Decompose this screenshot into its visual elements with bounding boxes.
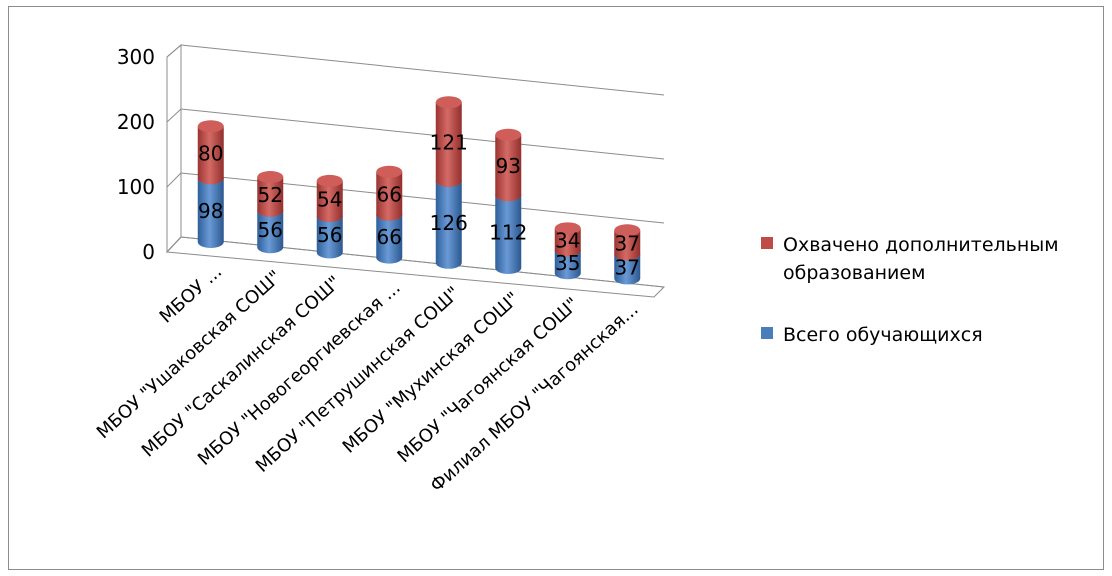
data-label-blue: 66 (377, 225, 402, 249)
bar-blue-4-body (435, 180, 462, 269)
legend-label: Всего обучающихся (783, 324, 983, 346)
bar-red-0 (197, 120, 224, 185)
chart-frame: 0 100 200 300 98 80 56 52 56 54 66 66 126 121 112 93 35… (8, 6, 1104, 570)
bar-red-2-cap (316, 174, 343, 187)
bar-red-7-body (614, 230, 641, 261)
bar-blue-2-body (316, 216, 343, 259)
bar-red-0-cap (197, 120, 224, 133)
data-label-blue: 56 (317, 223, 342, 247)
gridline-200 (180, 108, 665, 160)
bar-red-1-cap (257, 171, 284, 183)
gridline-side-200 (166, 108, 182, 123)
bar-red-1 (257, 171, 284, 217)
legend-label: образованием (783, 262, 925, 284)
stacked-bar-chart-3d: 0 100 200 300 98 80 56 52 56 54 66 66 126 121 112 93 35… (93, 43, 1059, 496)
bar-red-0-body (197, 126, 224, 185)
data-label-blue: 112 (489, 221, 527, 245)
data-label-blue: 126 (430, 211, 468, 235)
legend-entry-0: Охвачено дополнительным образованием (761, 234, 1059, 284)
y-tick-label: 200 (117, 110, 155, 134)
bar-blue-3-body (376, 214, 403, 264)
bar-red-3 (376, 165, 403, 221)
bar-red-4 (435, 96, 462, 187)
y-tick-label: 100 (117, 175, 155, 199)
legend: Охвачено дополнительным образованием Всего… (761, 234, 1059, 346)
y-axis-ticks: 0 100 200 300 (117, 45, 155, 264)
floor-plane (165, 236, 666, 298)
data-label-red: 80 (198, 141, 223, 165)
side-wall (166, 43, 182, 254)
bar-red-5 (495, 128, 522, 202)
bar-blue-7-body (614, 254, 641, 285)
x-axis-categories: МБОУ ...МБОУ "Ушаковская СОШ"МБОУ "Саска… (93, 261, 643, 496)
bar-blue-1-body (257, 210, 284, 254)
data-label-red: 34 (555, 228, 580, 252)
legend-swatch (761, 327, 773, 339)
bar-red-7-cap (614, 224, 641, 237)
bar-red-4-cap (435, 96, 462, 109)
grid (165, 43, 666, 298)
gridline-100 (180, 172, 665, 224)
legend-swatch (761, 237, 773, 249)
bar-red-7 (614, 224, 641, 261)
bar-red-1-body (257, 177, 284, 217)
bar-red-2-body (316, 180, 343, 223)
bar-red-6-body (554, 228, 581, 257)
gridline-side-300 (166, 44, 182, 58)
data-label-blue: 98 (198, 199, 223, 223)
bar-red-3-body (376, 171, 403, 221)
bar-blue-5-body (495, 195, 522, 274)
data-label-blue: 35 (555, 251, 580, 275)
bar-red-5-body (495, 134, 522, 202)
y-tick-label: 0 (142, 240, 155, 264)
legend-label: Охвачено дополнительным (783, 234, 1059, 256)
data-label-blue: 37 (615, 255, 640, 279)
data-label-red: 93 (496, 154, 521, 178)
data-label-red: 37 (615, 231, 640, 255)
data-label-blue: 56 (258, 218, 283, 242)
y-tick-label: 300 (117, 45, 155, 69)
bar-red-6 (554, 222, 581, 257)
data-label-red: 66 (377, 182, 402, 206)
bar-red-5-cap (495, 128, 522, 141)
gridline-300 (180, 44, 665, 96)
bar-red-4-body (435, 102, 462, 187)
bar-blue-0-body (197, 178, 224, 248)
data-label-red: 121 (430, 131, 468, 155)
bar-red-3-cap (376, 165, 403, 178)
data-label-red: 52 (258, 183, 283, 207)
gridline-side-0 (166, 236, 182, 253)
gridline-side-100 (166, 172, 182, 188)
bar-blue-6-body (554, 250, 581, 280)
bar-red-2 (316, 174, 343, 223)
legend-entry-1: Всего обучающихся (761, 324, 983, 346)
gridline-0 (180, 236, 665, 288)
data-label-red: 54 (317, 187, 342, 211)
bar-red-6-cap (554, 222, 581, 235)
bars (197, 96, 641, 285)
